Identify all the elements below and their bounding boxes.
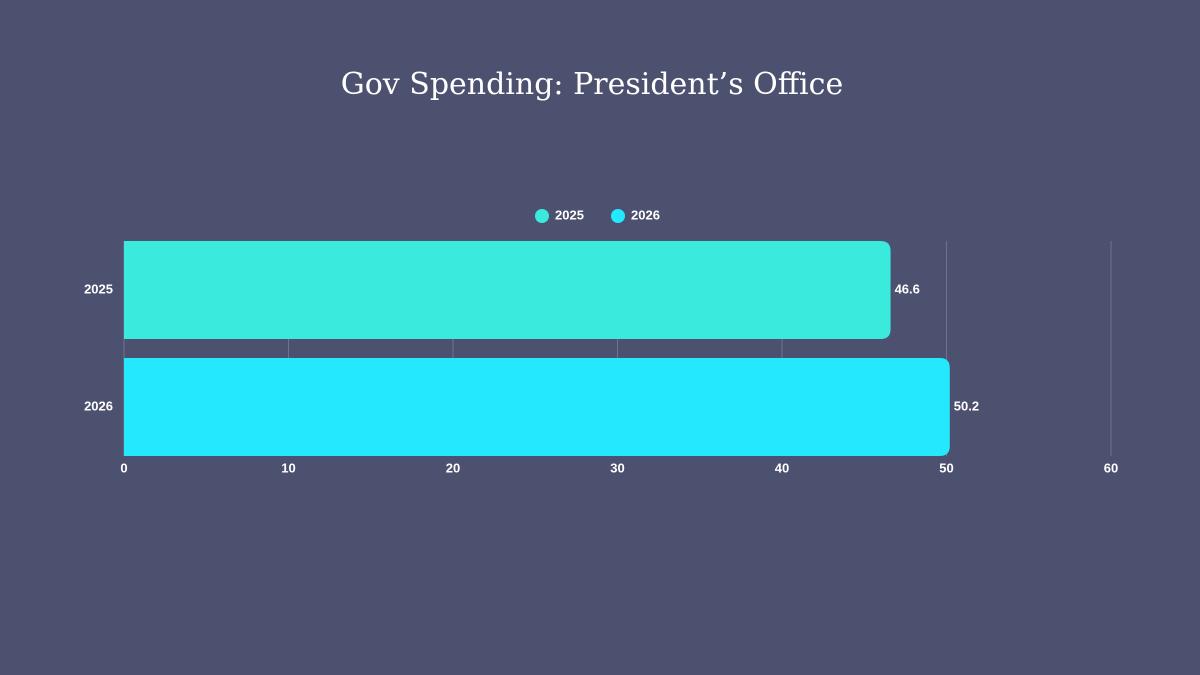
bar xyxy=(124,241,891,339)
x-tick-label: 50 xyxy=(939,460,953,475)
x-tick-label: 20 xyxy=(446,460,460,475)
legend-label: 2026 xyxy=(631,207,660,222)
x-tick-label: 40 xyxy=(775,460,789,475)
value-label: 50.2 xyxy=(954,398,979,413)
x-tick-label: 10 xyxy=(281,460,295,475)
legend-marker xyxy=(535,209,549,223)
value-label: 46.6 xyxy=(895,281,920,296)
x-tick-label: 0 xyxy=(120,460,127,475)
bar xyxy=(124,358,950,456)
y-tick-label: 2026 xyxy=(84,398,113,413)
chart-title: Gov Spending: President’s Office xyxy=(341,67,843,102)
x-tick-label: 30 xyxy=(610,460,624,475)
legend-marker xyxy=(611,209,625,223)
x-tick-label: 60 xyxy=(1104,460,1118,475)
y-tick-label: 2025 xyxy=(84,281,113,296)
legend-label: 2025 xyxy=(555,207,584,222)
